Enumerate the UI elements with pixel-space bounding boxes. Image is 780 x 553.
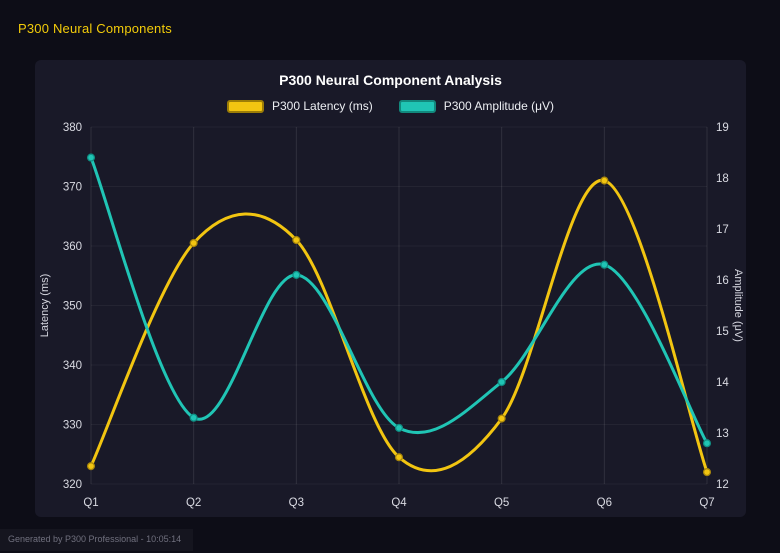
legend-label-amplitude: P300 Amplitude (μV): [443, 99, 555, 113]
data-point-marker[interactable]: [292, 270, 301, 279]
data-point-marker[interactable]: [497, 414, 506, 423]
page-title: P300 Neural Components: [18, 21, 172, 36]
right-axis-tick-label: 17: [716, 224, 729, 236]
data-point-marker[interactable]: [702, 439, 712, 448]
data-point-marker[interactable]: [86, 153, 96, 162]
status-badge: Generated by P300 Professional - 10:05:1…: [0, 529, 194, 551]
right-axis-tick-label: 15: [716, 326, 729, 338]
x-axis-tick-label: Q7: [699, 497, 714, 509]
left-axis-tick-label: 370: [63, 182, 82, 194]
x-axis-tick-label: Q3: [289, 497, 304, 509]
right-axis-tick-label: 14: [716, 377, 729, 389]
legend-label-latency: P300 Latency (ms): [271, 99, 373, 113]
right-axis-tick-label: 13: [716, 428, 729, 440]
left-axis-tick-label: 320: [63, 479, 82, 491]
x-axis-tick-label: Q4: [391, 497, 407, 509]
left-axis-tick-label: 330: [63, 420, 82, 432]
latency-legend-swatch-icon: [226, 99, 264, 113]
chart-panel: P300 Neural Component Analysis P300 Late…: [35, 60, 746, 517]
amplitude-legend-swatch-icon: [398, 99, 436, 113]
data-point-marker[interactable]: [702, 468, 712, 477]
data-point-marker[interactable]: [394, 453, 404, 462]
line-chart[interactable]: 320 330 340 350 360 370 380 12 13 14 15 16 17 18 19 Q1 Q…: [35, 117, 746, 509]
chart-canvas[interactable]: 320 330 340 350 360 370 380 12 13 14 15 16 17 18 19 Q1 Q…: [35, 117, 746, 517]
data-point-marker[interactable]: [394, 423, 404, 432]
data-point-marker[interactable]: [600, 176, 609, 185]
data-point-marker[interactable]: [189, 413, 198, 422]
data-point-marker[interactable]: [497, 377, 506, 387]
left-axis-tick-label: 360: [63, 241, 82, 253]
data-point-marker[interactable]: [86, 462, 96, 471]
right-axis-tick-label: 19: [716, 122, 729, 134]
left-axis-tick-label: 350: [63, 301, 82, 313]
right-axis-tick-label: 16: [716, 275, 729, 287]
x-axis-tick-label: Q2: [186, 497, 201, 509]
right-axis-title: Amplitude (μV): [732, 269, 744, 342]
x-axis-tick-label: Q5: [494, 497, 509, 509]
right-axis-tick-label: 12: [716, 479, 729, 491]
right-axis-tick-label: 18: [716, 173, 729, 185]
x-axis-tick-label: Q6: [597, 497, 612, 509]
data-point-marker[interactable]: [600, 260, 609, 269]
legend-item-amplitude[interactable]: P300 Amplitude (μV): [398, 99, 555, 113]
left-axis-title: Latency (ms): [39, 274, 51, 338]
chart-legend: P300 Latency (ms) P300 Amplitude (μV): [35, 99, 746, 113]
left-axis-tick-label: 380: [63, 122, 82, 134]
data-point-marker[interactable]: [292, 236, 301, 245]
legend-item-latency[interactable]: P300 Latency (ms): [226, 99, 373, 113]
left-axis-tick-label: 340: [63, 360, 82, 372]
chart-title: P300 Neural Component Analysis: [279, 72, 502, 88]
data-point-marker[interactable]: [189, 238, 198, 248]
x-axis-tick-label: Q1: [83, 497, 98, 509]
